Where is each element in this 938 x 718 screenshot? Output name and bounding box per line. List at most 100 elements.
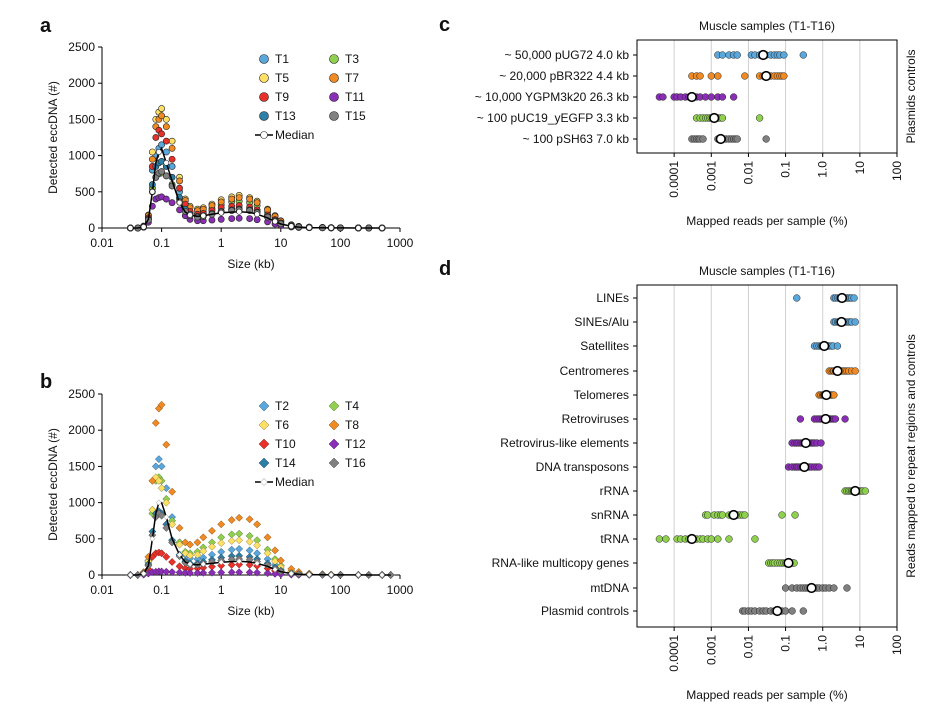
category-label: ~ 50,000 pUG72 4.0 kb: [505, 48, 630, 62]
median-point: [176, 551, 183, 558]
data-point: [714, 72, 722, 80]
data-point: [227, 516, 236, 524]
x-tick-label: 100: [890, 161, 904, 181]
data-point: [263, 549, 272, 558]
data-point: [168, 520, 177, 529]
legend-marker: [258, 457, 270, 469]
category-label: SINEs/Alu: [574, 315, 629, 329]
data-point: [157, 400, 166, 409]
panel-b: 0 500 1000 1500 2000 2500 0.01 0.1 1 10 100 1000 Siz…: [46, 387, 414, 618]
legend-marker: [259, 54, 269, 64]
category-label: Retroviruses: [562, 412, 629, 426]
x-tick-label: 100: [330, 583, 350, 597]
data-point: [217, 198, 225, 206]
right-axis-title: Reads mapped to repeat regions and contr…: [904, 334, 918, 578]
median-marker: [783, 557, 794, 569]
y-tick-label: 500: [75, 532, 95, 546]
data-point: [162, 137, 170, 145]
y-tick-label: 0: [88, 221, 95, 235]
median-marker: [761, 70, 772, 82]
x-tick-label: 10: [853, 161, 867, 175]
median-point: [288, 223, 295, 230]
data-point: [186, 540, 194, 549]
data-point: [718, 511, 727, 519]
data-point: [157, 484, 166, 493]
category-row: [796, 413, 849, 425]
data-point: [162, 123, 170, 131]
data-point: [707, 72, 715, 80]
data-point: [168, 137, 176, 145]
category-label: ~ 20,000 pBR322 4.4 kb: [499, 69, 629, 83]
data-point: [253, 541, 262, 550]
legend-label: T15: [345, 109, 366, 123]
data-point: [151, 419, 160, 427]
x-tick-label: 10: [274, 583, 288, 597]
data-point: [175, 568, 184, 577]
category-row: [688, 133, 770, 145]
median-marker: [836, 316, 847, 328]
legend-label: T9: [275, 90, 289, 104]
category-label: rRNA: [600, 484, 629, 498]
data-point: [253, 199, 261, 207]
data-point: [655, 535, 664, 543]
data-point: [707, 535, 715, 543]
median-point: [187, 561, 193, 568]
median-marker: [728, 509, 739, 521]
median-marker: [686, 91, 697, 103]
category-row: [784, 461, 823, 473]
data-point: [217, 215, 225, 223]
data-point: [168, 155, 176, 163]
data-point: [729, 93, 738, 101]
data-point: [235, 568, 244, 577]
data-point: [162, 498, 171, 507]
data-point: [799, 607, 807, 615]
data-point: [831, 415, 840, 423]
category-row: [841, 485, 869, 497]
data-point: [741, 511, 749, 519]
data-point: [168, 568, 177, 577]
legend-label: Median: [275, 475, 314, 489]
data-point: [208, 216, 216, 224]
data-point: [193, 550, 202, 559]
y-tick-label: 2500: [68, 387, 95, 401]
data-point: [227, 545, 236, 554]
category-row: [688, 70, 788, 82]
median-point: [218, 209, 225, 216]
category-label: Plasmid controls: [541, 604, 629, 618]
legend-marker: [329, 73, 339, 83]
panel-d: Muscle samples (T1-T16) 0.0001 0.001 0.01 0.…: [492, 264, 918, 702]
data-point: [186, 551, 194, 560]
y-axis-title: Detected eccDNA (#): [46, 81, 60, 194]
median-point: [355, 571, 362, 578]
data-point: [162, 440, 171, 449]
data-point: [733, 51, 741, 59]
category-row: [825, 365, 859, 377]
category-row: [781, 582, 851, 594]
category-row: [739, 605, 807, 617]
median-marker: [806, 582, 817, 594]
legend-marker: [329, 111, 339, 121]
legend-marker: [259, 73, 269, 83]
legend-label: Median: [275, 128, 314, 142]
data-point: [228, 195, 236, 203]
y-tick-label: 1500: [68, 112, 95, 126]
category-row: [714, 49, 807, 61]
data-point: [168, 487, 177, 496]
data-point: [148, 148, 156, 156]
median-point: [200, 561, 207, 568]
y-tick-label: 2000: [68, 76, 95, 90]
median-point: [272, 218, 278, 225]
data-point: [659, 93, 667, 101]
data-point: [793, 294, 801, 302]
legend-marker: [259, 92, 269, 102]
data-point: [168, 163, 176, 170]
data-point: [168, 144, 176, 152]
median-point: [254, 211, 260, 218]
x-tick-label: 0.01: [741, 161, 755, 185]
legend-label: T3: [345, 52, 359, 66]
median-point: [306, 224, 313, 231]
median-point: [236, 208, 243, 215]
data-point: [175, 540, 184, 549]
category-label: Centromeres: [560, 364, 629, 378]
category-row: [793, 292, 858, 304]
